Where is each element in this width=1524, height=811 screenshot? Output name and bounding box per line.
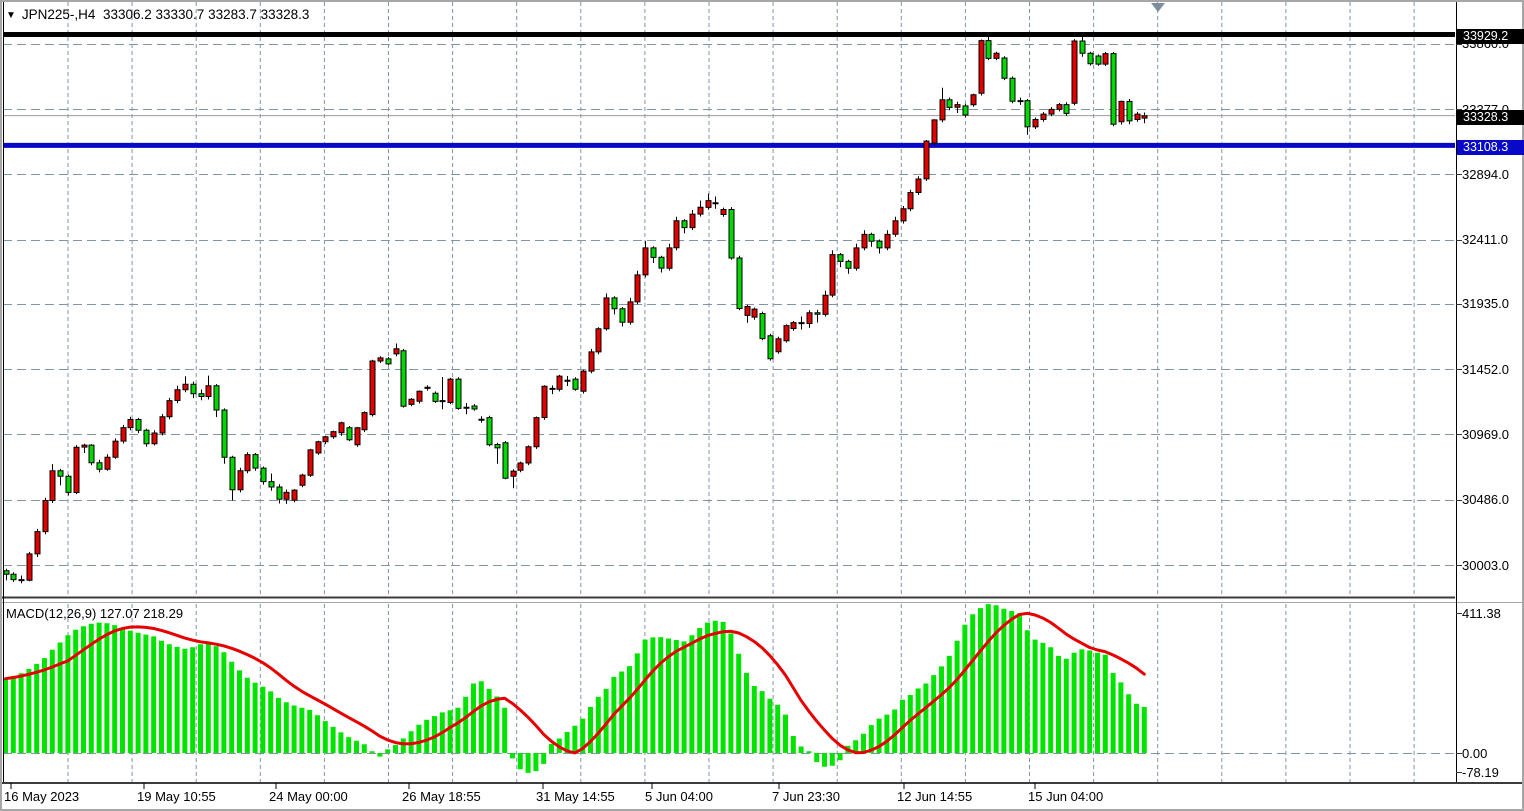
price-axis-label: 30486.0: [1462, 492, 1509, 508]
symbol-label: JPN225-,H4: [21, 7, 96, 22]
chart-shift-marker: [1151, 3, 1165, 12]
time-axis-label: 15 Jun 04:00: [1028, 789, 1104, 804]
time-axis-label: 26 May 18:55: [402, 789, 481, 804]
price-axis-label: 31452.0: [1462, 361, 1509, 377]
time-axis-label: 5 Jun 04:00: [645, 789, 713, 804]
price-axis-label: 32894.0: [1462, 166, 1509, 182]
time-axis-label: 24 May 00:00: [269, 789, 348, 804]
time-axis-label: 12 Jun 14:55: [897, 789, 973, 804]
candles-up: [26, 40, 1148, 581]
indicator-label: MACD(12,26,9) 127.07 218.29: [6, 606, 184, 621]
candles-down: [3, 40, 1133, 582]
macd-signal-line: [4, 611, 1146, 755]
macd-axis-label: -78.19: [1462, 764, 1499, 780]
time-axis-label: 16 May 2023: [4, 789, 80, 804]
ohlc-values: 33306.2 33330.7 33283.7 33328.3: [102, 7, 310, 22]
macd-axis-label: 0.00: [1462, 745, 1488, 761]
price-badge: 33929.2: [1457, 28, 1524, 44]
time-axis-label: 7 Jun 23:30: [772, 789, 840, 804]
macd-axis-label: 411.38: [1462, 605, 1501, 621]
chart-title: ▼ JPN225-,H4 33306.2 33330.7 33283.7 3332…: [6, 7, 309, 23]
price-badge: 33108.3: [1457, 139, 1524, 155]
price-axis-label: 30969.0: [1462, 426, 1509, 442]
price-axis-label: 30003.0: [1462, 557, 1509, 573]
price-axis-label: 31935.0: [1462, 296, 1509, 312]
price-axis-label: 32411.0: [1462, 232, 1509, 248]
time-axis-label: 19 May 10:55: [137, 789, 216, 804]
macd-histogram: [3, 604, 1147, 773]
time-axis-label: 31 May 14:55: [536, 789, 615, 804]
symbol-dropdown-icon: ▼: [6, 10, 16, 21]
price-badge: 33328.3: [1457, 110, 1524, 126]
